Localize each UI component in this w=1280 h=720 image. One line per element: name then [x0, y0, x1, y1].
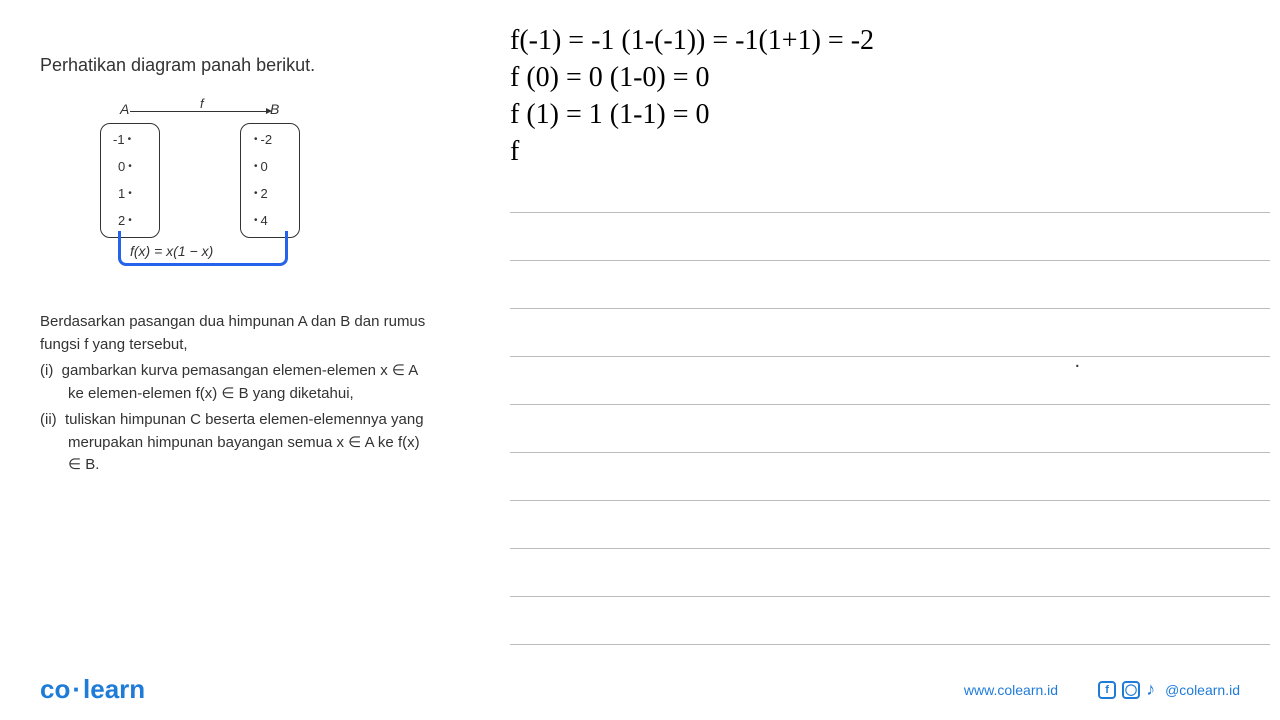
social-handle: @colearn.id	[1165, 682, 1240, 698]
set-a-element: 2•	[118, 213, 135, 228]
handwriting-line: f (1) = 1 (1-1) = 0	[510, 99, 1250, 131]
question-intro: Berdasarkan pasangan dua himpunan A dan …	[40, 311, 430, 477]
set-a-element: 0•	[118, 159, 135, 174]
ruled-line	[510, 597, 1270, 645]
tiktok-icon: ♪	[1146, 679, 1155, 700]
arrow-diagram: A f B -1• 0• 1• 2• •-2 •0 •2 •4 f(x) = x…	[100, 101, 400, 281]
set-b-element: •2	[251, 186, 268, 201]
set-b-element: •-2	[251, 132, 272, 147]
url-text: www.colearn.id	[964, 682, 1058, 698]
set-a-element: 1•	[118, 186, 135, 201]
ruled-line	[510, 405, 1270, 453]
ruled-lines	[510, 165, 1270, 645]
question-item-1: (i) gambarkan kurva pemasangan elemen-el…	[40, 360, 430, 405]
facebook-icon: f	[1098, 681, 1116, 699]
ruled-line	[510, 261, 1270, 309]
function-label: f	[200, 96, 204, 111]
handwriting-area: f(-1) = -1 (1-(-1)) = -1(1+1) = -2 f (0)…	[510, 25, 1250, 173]
handwriting-line: f(-1) = -1 (1-(-1)) = -1(1+1) = -2	[510, 25, 1250, 57]
social-icons: f ◯ ♪ @colearn.id	[1098, 679, 1240, 700]
handwriting-line: f	[510, 136, 1250, 168]
set-a-element: -1•	[113, 132, 134, 147]
ruled-line	[510, 165, 1270, 213]
set-a-label: A	[120, 101, 129, 117]
handwriting-line: f (0) = 0 (1-0) = 0	[510, 62, 1250, 94]
logo: co·learn	[40, 674, 145, 705]
ruled-line	[510, 213, 1270, 261]
set-b-box: •-2 •0 •2 •4	[240, 123, 300, 238]
dot-mark: .	[1074, 350, 1080, 373]
ruled-line	[510, 501, 1270, 549]
set-a-box: -1• 0• 1• 2•	[100, 123, 160, 238]
ruled-line	[510, 309, 1270, 357]
ruled-line	[510, 453, 1270, 501]
arrow-icon	[130, 111, 270, 112]
formula-text: f(x) = x(1 − x)	[130, 243, 213, 259]
ruled-line	[510, 549, 1270, 597]
page-title: Perhatikan diagram panah berikut.	[40, 55, 430, 76]
instagram-icon: ◯	[1122, 681, 1140, 699]
footer: co·learn www.colearn.id f ◯ ♪ @colearn.i…	[0, 674, 1280, 705]
ruled-line	[510, 357, 1270, 405]
set-b-element: •4	[251, 213, 268, 228]
question-item-2: (ii) tuliskan himpunan C beserta elemen-…	[40, 409, 430, 477]
set-b-element: •0	[251, 159, 268, 174]
